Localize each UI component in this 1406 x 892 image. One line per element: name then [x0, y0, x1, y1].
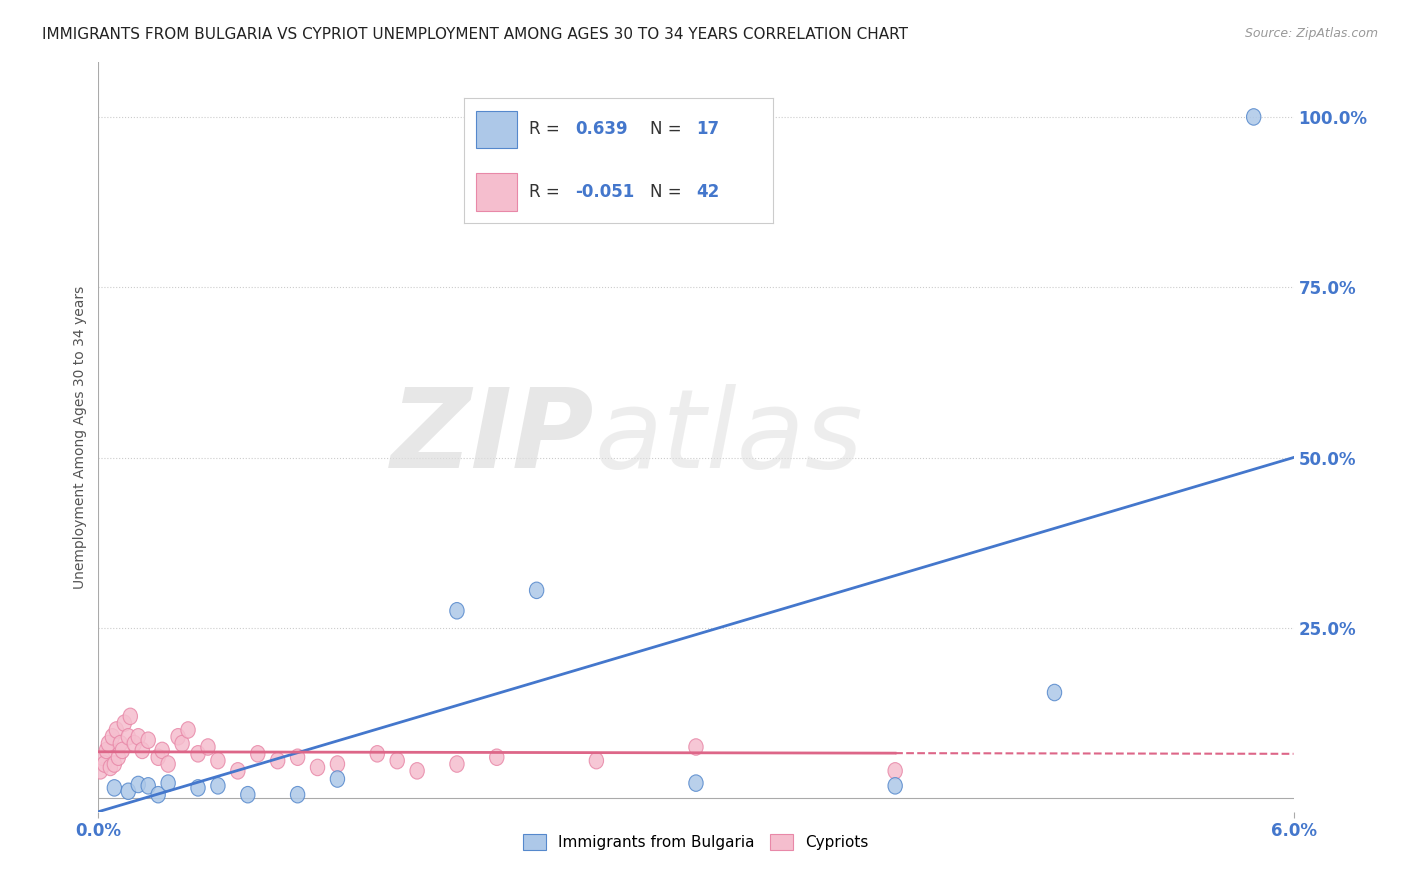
Ellipse shape [124, 708, 138, 724]
Ellipse shape [100, 742, 114, 759]
Text: N =: N = [650, 183, 686, 201]
Ellipse shape [330, 771, 344, 788]
Ellipse shape [250, 746, 264, 762]
Ellipse shape [1047, 684, 1062, 701]
Ellipse shape [117, 714, 132, 731]
Text: 42: 42 [696, 183, 720, 201]
Legend: Immigrants from Bulgaria, Cypriots: Immigrants from Bulgaria, Cypriots [517, 829, 875, 856]
Ellipse shape [689, 739, 703, 756]
Ellipse shape [291, 787, 305, 803]
Ellipse shape [450, 756, 464, 772]
Ellipse shape [121, 729, 135, 745]
Ellipse shape [103, 759, 118, 776]
Ellipse shape [93, 763, 108, 779]
Ellipse shape [97, 756, 111, 772]
Ellipse shape [105, 729, 120, 745]
Ellipse shape [889, 778, 903, 794]
Ellipse shape [174, 735, 190, 752]
Ellipse shape [411, 763, 425, 779]
Ellipse shape [370, 746, 384, 762]
Ellipse shape [211, 752, 225, 769]
Text: IMMIGRANTS FROM BULGARIA VS CYPRIOT UNEMPLOYMENT AMONG AGES 30 TO 34 YEARS CORRE: IMMIGRANTS FROM BULGARIA VS CYPRIOT UNEM… [42, 27, 908, 42]
Ellipse shape [240, 787, 254, 803]
Text: ZIP: ZIP [391, 384, 595, 491]
Ellipse shape [1247, 109, 1261, 125]
Ellipse shape [270, 752, 285, 769]
Bar [477, 111, 516, 148]
Ellipse shape [530, 582, 544, 599]
Bar [477, 173, 516, 211]
Ellipse shape [127, 735, 142, 752]
Ellipse shape [160, 775, 176, 791]
Text: 0.639: 0.639 [575, 120, 628, 138]
Ellipse shape [450, 602, 464, 619]
Ellipse shape [112, 735, 128, 752]
Ellipse shape [191, 780, 205, 797]
Ellipse shape [311, 759, 325, 776]
Ellipse shape [141, 778, 156, 794]
Ellipse shape [155, 742, 169, 759]
Ellipse shape [389, 752, 405, 769]
Ellipse shape [110, 722, 124, 739]
Ellipse shape [201, 739, 215, 756]
Ellipse shape [160, 756, 176, 772]
Text: -0.051: -0.051 [575, 183, 634, 201]
Ellipse shape [211, 778, 225, 794]
Ellipse shape [330, 756, 344, 772]
Text: R =: R = [529, 120, 565, 138]
Ellipse shape [111, 749, 125, 765]
Ellipse shape [121, 783, 135, 799]
Ellipse shape [101, 735, 115, 752]
Text: atlas: atlas [595, 384, 863, 491]
Ellipse shape [231, 763, 245, 779]
Ellipse shape [107, 780, 121, 797]
Ellipse shape [107, 756, 121, 772]
Text: Source: ZipAtlas.com: Source: ZipAtlas.com [1244, 27, 1378, 40]
Ellipse shape [150, 787, 166, 803]
Text: N =: N = [650, 120, 686, 138]
Ellipse shape [589, 752, 603, 769]
Ellipse shape [889, 763, 903, 779]
Text: R =: R = [529, 183, 565, 201]
Ellipse shape [131, 776, 145, 793]
Ellipse shape [181, 722, 195, 739]
Ellipse shape [191, 746, 205, 762]
Ellipse shape [115, 742, 129, 759]
Ellipse shape [131, 729, 145, 745]
Ellipse shape [489, 749, 503, 765]
Ellipse shape [291, 749, 305, 765]
Ellipse shape [172, 729, 186, 745]
Ellipse shape [141, 732, 156, 748]
Ellipse shape [689, 775, 703, 791]
Text: 17: 17 [696, 120, 718, 138]
Y-axis label: Unemployment Among Ages 30 to 34 years: Unemployment Among Ages 30 to 34 years [73, 285, 87, 589]
Ellipse shape [135, 742, 149, 759]
Ellipse shape [96, 749, 110, 765]
Ellipse shape [150, 749, 166, 765]
